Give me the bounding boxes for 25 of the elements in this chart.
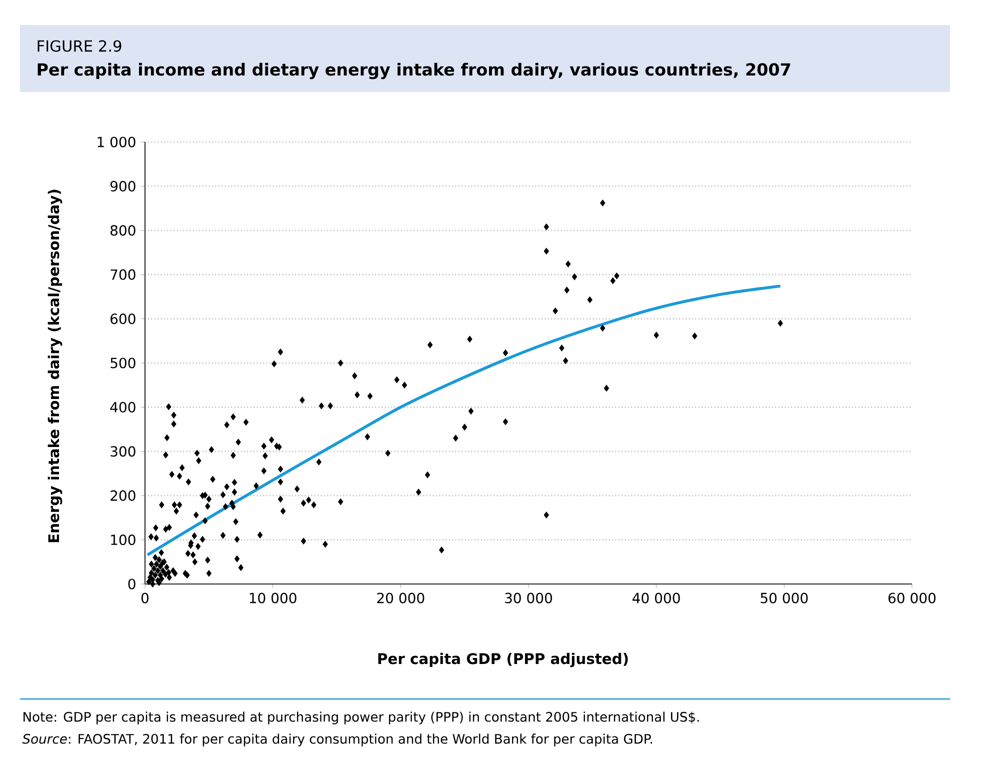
chart-title: Per capita income and dietary energy intake from dairy, various countries, 2007 (38, 62, 790, 80)
x-tick-label: 10 000 (250, 592, 296, 604)
x-tick-label: 0 (141, 592, 149, 604)
y-tick-label: 800 (110, 225, 136, 236)
y-axis-title: Energy intake from dairy (kcal/person/day) (48, 190, 62, 542)
chart-subtitle: FIGURE 2.9 (38, 40, 122, 52)
x-tick-label: 20 000 (377, 592, 424, 604)
y-tick-label: 900 (110, 180, 136, 192)
y-tick-label: 200 (110, 490, 136, 501)
y-tick-label: 1 000 (98, 136, 136, 148)
y-tick-label: 600 (110, 314, 136, 324)
x-tick-label: 30 000 (505, 592, 552, 604)
x-axis-title: Per capita GDP (PPP adjusted) (378, 652, 628, 668)
text: Note: GDP per capita is measured at purchasing power parity (PPP) in constant 2005 international US$. (24, 712, 699, 724)
x-tick-label: 40 000 (632, 592, 680, 604)
line-series (146, 284, 782, 556)
x-tick-label: 50 000 (760, 592, 808, 604)
y-tick-label: 500 (110, 358, 136, 368)
x-tick-label: 60 000 (888, 592, 936, 604)
y-tick-label: 100 (111, 534, 136, 546)
y-tick-label: 700 (110, 269, 136, 280)
y-tick-label: 0 (128, 578, 136, 590)
y-tick-label: 400 (110, 402, 136, 412)
y-tick-label: 300 (110, 446, 136, 457)
text: Source: FAOSTAT, 2011 for per capita dairy consumption and the World Bank for per capita GDP. (22, 734, 652, 746)
